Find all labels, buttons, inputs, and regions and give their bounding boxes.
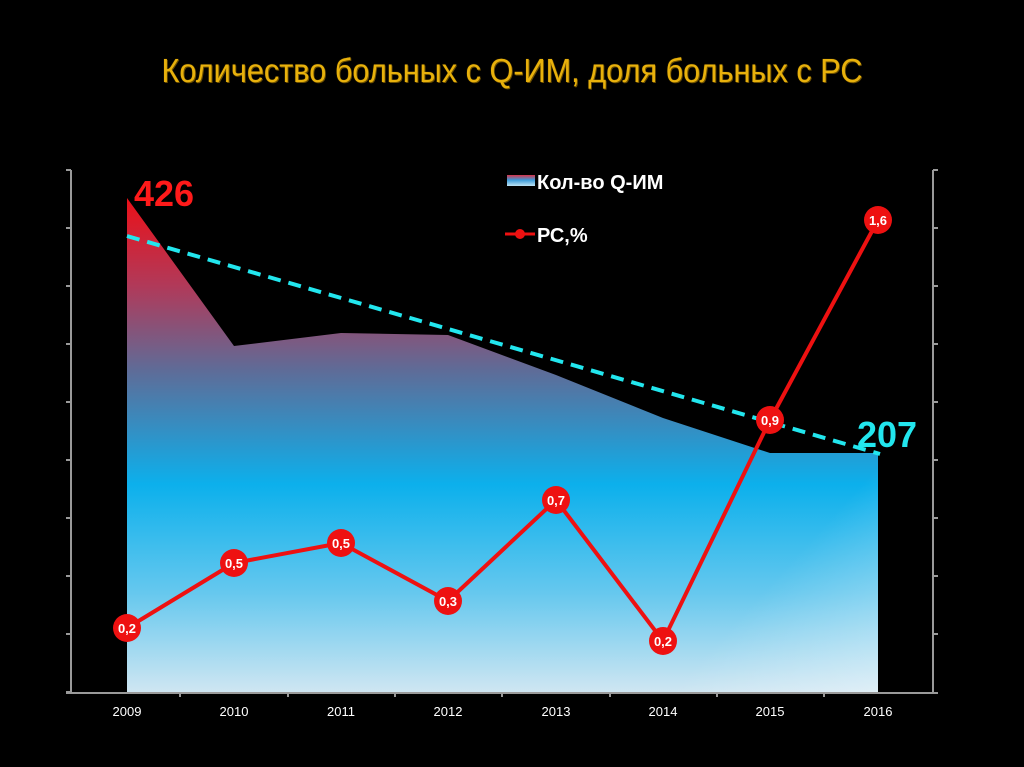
rs-point: 0,2 xyxy=(649,627,677,655)
x-label-2011: 2011 xyxy=(327,704,355,719)
rs-point-label: 1,6 xyxy=(869,213,887,228)
rs-point: 0,7 xyxy=(542,486,570,514)
legend-marker-icon xyxy=(515,229,525,239)
line-series-rs-percent: 0,2 0,5 0,5 0,3 0,7 0,2 0,9 1,6 xyxy=(113,206,892,655)
rs-point-label: 0,9 xyxy=(761,413,779,428)
legend-item-area: Кол-во Q-ИМ xyxy=(507,172,663,194)
rs-line xyxy=(125,219,880,643)
legend-item-line: РС,% xyxy=(505,225,588,247)
rs-point-label: 0,3 xyxy=(439,594,457,609)
rs-point: 1,6 xyxy=(864,206,892,234)
chart-title: Количество больных с Q-ИМ, доля больных … xyxy=(161,52,863,89)
last-value-annotation: 207 xyxy=(857,414,917,455)
rs-point: 0,9 xyxy=(756,406,784,434)
legend-line-label: РС,% xyxy=(537,225,588,247)
right-y-axis xyxy=(932,169,938,694)
legend-area-swatch xyxy=(507,175,535,186)
x-label-2015: 2015 xyxy=(756,704,785,719)
legend: Кол-во Q-ИМ РС,% xyxy=(505,172,663,247)
first-value-annotation: 426 xyxy=(134,173,194,214)
rs-point: 0,3 xyxy=(434,587,462,615)
x-label-2010: 2010 xyxy=(220,704,249,719)
x-label-2012: 2012 xyxy=(434,704,463,719)
rs-point-label: 0,5 xyxy=(225,556,243,571)
x-axis xyxy=(66,692,938,697)
area-sheen xyxy=(127,198,878,692)
x-label-2016: 2016 xyxy=(864,704,893,719)
left-y-axis xyxy=(66,169,72,694)
rs-point-label: 0,5 xyxy=(332,536,350,551)
rs-point-label: 0,7 xyxy=(547,493,565,508)
trend-line xyxy=(126,234,881,456)
legend-area-label: Кол-во Q-ИМ xyxy=(537,172,663,194)
x-label-2009: 2009 xyxy=(113,704,142,719)
x-label-2014: 2014 xyxy=(649,704,678,719)
x-tick-labels: 2009 2010 2011 2012 2013 2014 2015 2016 xyxy=(113,704,893,719)
rs-point: 0,5 xyxy=(220,549,248,577)
rs-point-label: 0,2 xyxy=(654,634,672,649)
area-series-q-im xyxy=(127,198,878,692)
rs-point: 0,2 xyxy=(113,614,141,642)
x-label-2013: 2013 xyxy=(542,704,571,719)
rs-point-label: 0,2 xyxy=(118,621,136,636)
rs-point: 0,5 xyxy=(327,529,355,557)
